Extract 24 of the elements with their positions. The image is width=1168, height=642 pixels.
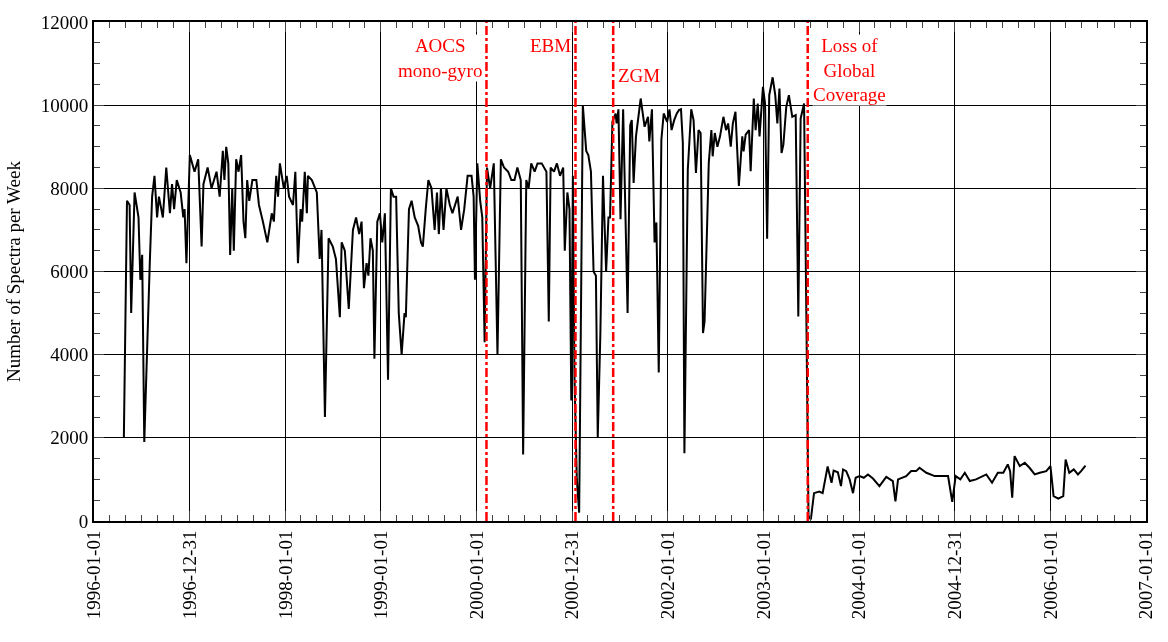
y-tick-label: 4000: [50, 344, 89, 366]
y-tick-label: 10000: [40, 94, 89, 116]
x-tick-label: 2000-01-01: [465, 530, 487, 620]
ref-line-label: ZGM: [618, 65, 661, 86]
y-tick-label: 8000: [50, 177, 89, 199]
x-tick-label: 1998-01-01: [274, 530, 296, 620]
x-tick-label: 2004-01-01: [848, 530, 870, 620]
x-tick-label: 2006-01-01: [1039, 530, 1061, 620]
y-tick-label: 12000: [40, 11, 89, 33]
ref-line-label: AOCS mono-gyro: [398, 35, 483, 81]
x-tick-label: 2002-01-01: [657, 530, 679, 620]
x-tick-label: 2004-12-31: [943, 530, 965, 620]
x-tick-label: 1996-12-31: [178, 530, 200, 620]
x-tick-label: 2003-01-01: [752, 530, 774, 620]
x-tick-label: 1999-01-01: [370, 530, 392, 620]
y-tick-label: 0: [78, 510, 89, 532]
x-tick-label: 1996-01-01: [83, 530, 105, 620]
ref-line-label: Loss of Global Coverage: [813, 35, 886, 106]
y-axis-title: Number of Spectra per Week: [3, 160, 25, 382]
y-tick-label: 6000: [50, 261, 89, 283]
y-tick-label: 2000: [50, 427, 89, 449]
ref-line-label: EBM: [530, 35, 572, 56]
x-tick-label: 2007-01-01: [1135, 530, 1157, 620]
x-tick-label: 2000-12-31: [561, 530, 583, 620]
